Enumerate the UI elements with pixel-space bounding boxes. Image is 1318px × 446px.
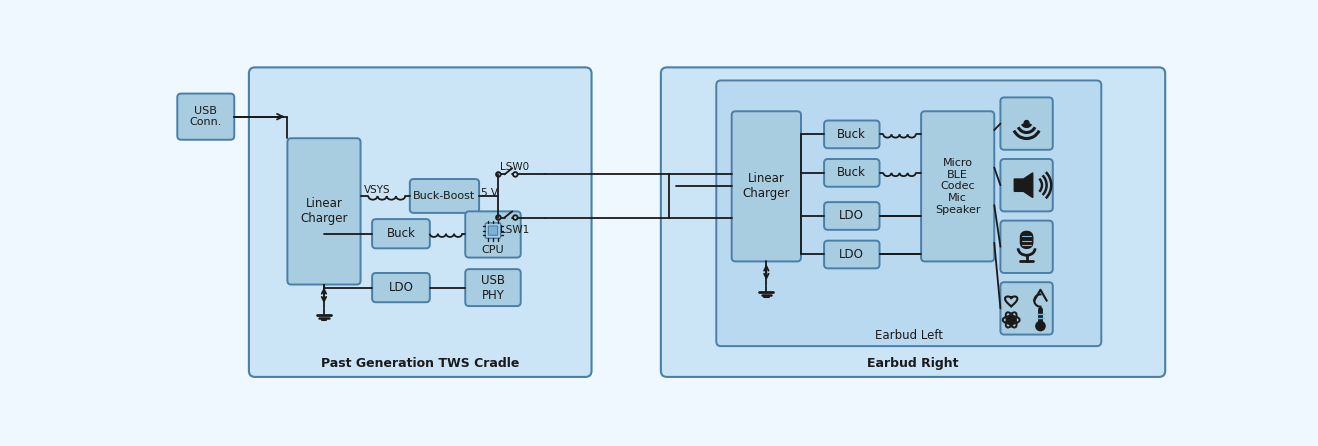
Text: LDO: LDO (840, 210, 865, 223)
Text: Linear
Charger: Linear Charger (301, 198, 348, 225)
FancyBboxPatch shape (824, 120, 879, 148)
Circle shape (1036, 322, 1045, 330)
FancyBboxPatch shape (465, 269, 521, 306)
FancyBboxPatch shape (824, 202, 879, 230)
FancyBboxPatch shape (249, 67, 592, 377)
Text: Past Generation TWS Cradle: Past Generation TWS Cradle (322, 356, 519, 370)
Text: Linear
Charger: Linear Charger (742, 172, 789, 200)
Circle shape (1024, 120, 1029, 125)
Text: LSW0: LSW0 (500, 162, 529, 172)
Text: Buck-Boost: Buck-Boost (414, 191, 476, 201)
FancyBboxPatch shape (1000, 221, 1053, 273)
FancyBboxPatch shape (485, 223, 501, 238)
Text: Earbud Left: Earbud Left (875, 329, 942, 342)
Text: Earbud Right: Earbud Right (867, 356, 958, 370)
Text: Buck: Buck (837, 128, 866, 141)
FancyBboxPatch shape (731, 111, 801, 261)
FancyBboxPatch shape (1000, 97, 1053, 150)
FancyBboxPatch shape (1000, 282, 1053, 334)
Text: Buck: Buck (386, 227, 415, 240)
Polygon shape (1015, 173, 1033, 198)
FancyBboxPatch shape (410, 179, 480, 213)
FancyBboxPatch shape (824, 159, 879, 187)
FancyBboxPatch shape (372, 273, 430, 302)
Text: USB
Conn.: USB Conn. (190, 106, 221, 128)
FancyBboxPatch shape (660, 67, 1165, 377)
FancyBboxPatch shape (716, 80, 1102, 346)
FancyBboxPatch shape (465, 211, 521, 258)
FancyBboxPatch shape (489, 226, 498, 235)
Text: 5 V: 5 V (481, 188, 498, 198)
FancyBboxPatch shape (178, 94, 235, 140)
FancyBboxPatch shape (287, 138, 361, 285)
Text: LDO: LDO (389, 281, 414, 294)
FancyBboxPatch shape (921, 111, 994, 261)
Circle shape (1008, 317, 1015, 323)
Text: VSYS: VSYS (364, 185, 391, 195)
FancyBboxPatch shape (824, 241, 879, 268)
FancyBboxPatch shape (372, 219, 430, 248)
Text: CPU: CPU (481, 245, 505, 255)
Text: USB
PHY: USB PHY (481, 273, 505, 301)
Text: LDO: LDO (840, 248, 865, 261)
Text: LSW1: LSW1 (500, 225, 529, 235)
FancyBboxPatch shape (1000, 159, 1053, 211)
FancyBboxPatch shape (1020, 231, 1033, 248)
Text: Micro
BLE
Codec
Mic
Speaker: Micro BLE Codec Mic Speaker (934, 158, 981, 215)
Text: Buck: Buck (837, 166, 866, 179)
